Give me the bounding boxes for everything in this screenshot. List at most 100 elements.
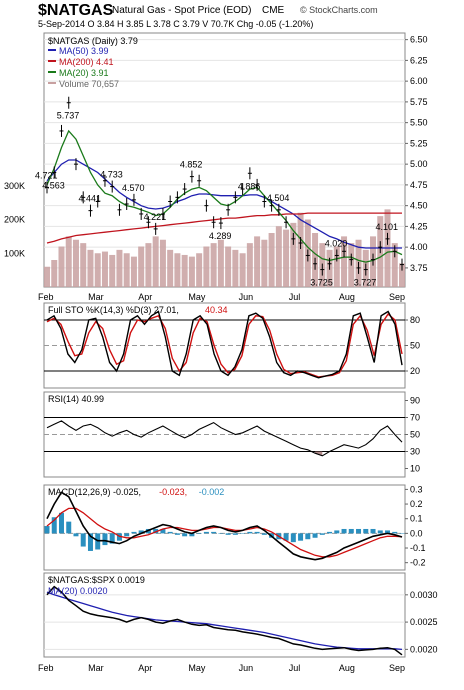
macd-histogram-bar — [116, 533, 122, 541]
stochastic-legend-0: Full STO %K(14,3) %D(3) 27.01, — [48, 305, 179, 315]
bottom-x-label: May — [188, 663, 206, 673]
macd-axis-tick-label: -0.2 — [410, 558, 426, 568]
macd-histogram-bar — [232, 533, 238, 535]
macd-histogram-bar — [254, 531, 260, 534]
price-annotation: 4.101 — [376, 222, 399, 232]
price-ma-line-2 — [46, 212, 402, 244]
macd-histogram-bar — [138, 530, 144, 534]
ratio-axis-tick-label: 0.0025 — [410, 617, 438, 627]
macd-histogram-bar — [44, 526, 50, 534]
ratio-line — [46, 585, 403, 656]
price-panel-frame — [43, 32, 406, 288]
bottom-x-label: Jun — [239, 663, 254, 673]
chart-name: Natural Gas - Spot Price (EOD) — [112, 5, 251, 16]
volume-bar — [44, 266, 50, 287]
macd-histogram-bar — [131, 531, 137, 534]
bottom-x-label: Sep — [389, 663, 405, 673]
macd-histogram-bar — [58, 512, 64, 534]
price-x-label: Aug — [339, 292, 355, 302]
bottom-x-label: Aug — [339, 663, 355, 673]
stochastic-d-line — [46, 313, 403, 378]
volume-bar — [145, 243, 152, 287]
price-legend-main-0: $NATGAS (Daily) 3.79 — [48, 36, 138, 46]
macd-histogram-bar — [240, 533, 246, 534]
price-legend-entry: MA(50) 3.99 — [59, 46, 109, 56]
macd-histogram-bar — [319, 533, 325, 535]
price-axis-tick-label: 5.00 — [410, 159, 428, 169]
macd-histogram-bar — [305, 533, 311, 540]
macd-histogram-bar — [283, 533, 289, 541]
macd-panel-frame — [43, 484, 406, 571]
volume-bar — [210, 243, 217, 287]
macd-histogram-bar — [225, 533, 231, 535]
price-annotation: 4.563 — [42, 180, 65, 190]
rsi-axis-tick-label: 10 — [410, 464, 420, 474]
macd-histogram-bar — [102, 533, 108, 546]
watermark: © StockCharts.com — [300, 5, 378, 15]
volume-bar — [152, 236, 159, 287]
stochastic-axis-tick-label: 80 — [410, 315, 420, 325]
price-x-label: Sep — [389, 292, 405, 302]
ratio-legend-0: $NATGAS:$SPX 0.0019 — [48, 575, 145, 585]
macd-histogram-bar — [327, 531, 333, 534]
macd-axis-tick-label: 0.1 — [410, 514, 423, 524]
price-legend-swatch — [48, 82, 56, 84]
stochastic-k-line — [46, 310, 403, 379]
ratio-ma-line — [46, 591, 403, 651]
volume-bar — [333, 246, 340, 287]
volume-bar — [174, 253, 181, 287]
price-annotation: 4.721 — [35, 170, 58, 180]
macd-histogram-bar — [109, 533, 115, 544]
ratio-legend-1: MA(20) 0.0020 — [48, 586, 108, 596]
price-axis-tick-label: 4.25 — [410, 221, 428, 231]
volume-bar — [181, 254, 188, 287]
macd-histogram-bar — [87, 533, 93, 551]
macd-histogram-bar — [290, 533, 296, 543]
price-legend-entry: MA(200) 4.41 — [59, 57, 114, 67]
macd-axis-tick-label: -0.1 — [410, 543, 426, 553]
price-ma-line-1 — [46, 159, 402, 249]
volume-bar — [138, 246, 145, 287]
price-annotation: 5.737 — [57, 111, 80, 121]
bottom-x-label: Feb — [38, 663, 54, 673]
price-legend-entry: MA(20) 3.91 — [59, 68, 109, 78]
volume-bar — [130, 256, 137, 287]
rsi-line — [46, 420, 403, 457]
macd-histogram-bar — [153, 528, 159, 534]
price-legend-entry: Volume 70,657 — [59, 79, 119, 89]
volume-bar — [65, 236, 72, 287]
rsi-axis-tick-label: 50 — [410, 430, 420, 440]
macd-histogram-bar — [312, 533, 318, 538]
volume-bar — [246, 243, 253, 287]
price-x-label: Apr — [138, 292, 152, 302]
volume-bar — [101, 251, 108, 287]
volume-bar — [87, 249, 94, 287]
macd-histogram-bar — [174, 533, 180, 535]
volume-bar — [275, 226, 282, 287]
rsi-axis-tick-label: 30 — [410, 447, 420, 457]
price-x-label: May — [188, 292, 206, 302]
macd-histogram-bar — [218, 533, 224, 534]
volume-bar — [123, 253, 130, 287]
volume-bar — [283, 229, 290, 287]
price-annotation: 4.886 — [238, 181, 261, 191]
macd-axis-tick-label: 0.3 — [410, 484, 423, 494]
volume-bar — [116, 249, 123, 287]
volume-bar — [80, 243, 87, 287]
macd-histogram-bar — [356, 528, 362, 534]
stochastic-axis-tick-label: 20 — [410, 366, 420, 376]
price-annotation: 4.852 — [180, 160, 203, 170]
price-axis-tick-label: 4.75 — [410, 180, 428, 190]
volume-tick-label: 200K — [4, 215, 25, 225]
price-annotation: 4.441 — [78, 194, 101, 204]
volume-bar — [290, 222, 297, 287]
macd-histogram-bar — [247, 531, 253, 534]
macd-histogram-bar — [399, 533, 405, 534]
macd-histogram-bar — [211, 531, 217, 534]
ratio-axis-tick-label: 0.0020 — [410, 644, 438, 654]
volume-bar — [268, 233, 275, 287]
volume-bar — [217, 239, 224, 287]
price-axis-tick-label: 5.25 — [410, 138, 428, 148]
volume-bar — [203, 246, 210, 287]
